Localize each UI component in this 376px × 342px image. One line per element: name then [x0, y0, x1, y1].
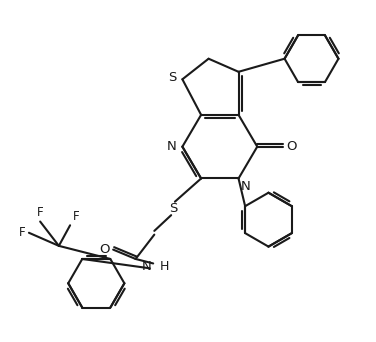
Text: H: H [160, 260, 169, 273]
Text: F: F [19, 226, 26, 239]
Text: N: N [167, 140, 177, 153]
Text: F: F [37, 206, 44, 219]
Text: N: N [142, 260, 152, 273]
Text: O: O [99, 243, 109, 256]
Text: N: N [240, 180, 250, 193]
Text: S: S [169, 202, 177, 215]
Text: F: F [73, 210, 80, 223]
Text: S: S [168, 71, 177, 84]
Text: O: O [287, 140, 297, 153]
